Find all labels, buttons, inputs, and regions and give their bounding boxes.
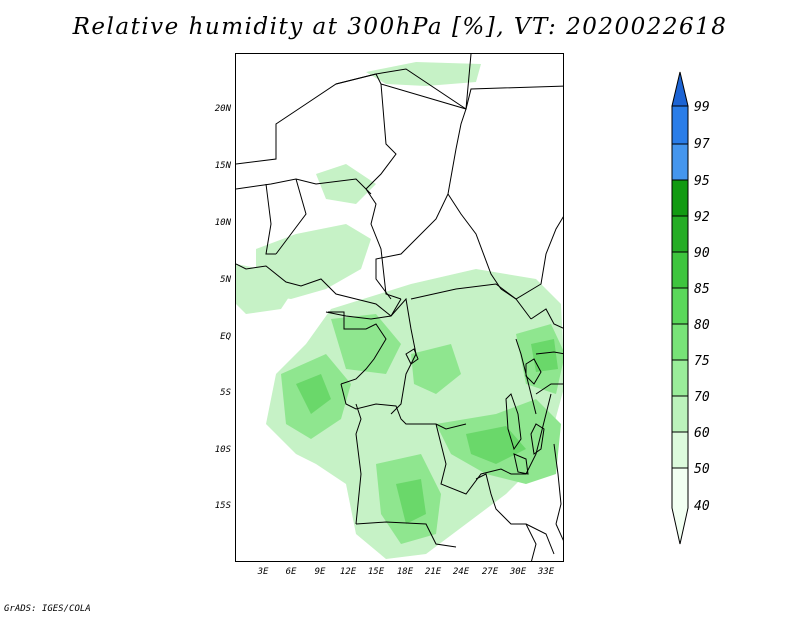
border-line (236, 73, 402, 300)
lake-outline (530, 423, 545, 455)
colorbar-segment-95 (671, 143, 689, 181)
colorbar-top-arrow (671, 71, 689, 107)
colorbar-label-85: 85 (694, 282, 710, 297)
lon-label-27e: 27E (481, 567, 499, 577)
border-line (328, 311, 387, 385)
border-line (335, 54, 472, 110)
grads-credit: GrADS: IGES/COLA (4, 604, 91, 614)
colorbar-segment-50 (671, 431, 689, 469)
border-line (410, 283, 532, 320)
colorbar-label-60: 60 (694, 426, 710, 441)
lat-label-10n: 10N (214, 218, 231, 228)
colorbar-segment-85 (671, 251, 689, 289)
map-title: Relative humidity at 300hPa [%], VT: 202… (72, 14, 728, 40)
colorbar-label-80: 80 (694, 318, 710, 333)
border-line (355, 403, 362, 525)
lake-outline (505, 393, 522, 451)
lon-label-3e: 3E (257, 567, 269, 577)
humidity-shade (396, 479, 426, 524)
lake-outline (405, 348, 419, 365)
lon-label-6e: 6E (285, 567, 297, 577)
border-line (265, 183, 276, 255)
colorbar-label-40: 40 (694, 499, 710, 514)
colorbar-bottom-arrow (671, 467, 689, 545)
lon-label-33e: 33E (537, 567, 555, 577)
lon-label-18e: 18E (396, 567, 414, 577)
lat-label-15s: 15S (214, 501, 231, 511)
colorbar-segment-97 (671, 105, 689, 145)
border-line (325, 298, 402, 320)
colorbar-label-97: 97 (694, 137, 710, 152)
humidity-shade (296, 374, 331, 414)
humidity-shade (316, 164, 376, 204)
colorbar-label-50: 50 (694, 462, 710, 477)
lon-label-30e: 30E (509, 567, 527, 577)
colorbar-segment-70 (671, 359, 689, 397)
lon-label-15e: 15E (367, 567, 385, 577)
lon-label-12e: 12E (339, 567, 357, 577)
border-line (447, 193, 502, 290)
lakes (405, 348, 545, 475)
border-line (530, 308, 563, 329)
colorbar-label-95: 95 (694, 174, 710, 189)
humidity-shading-80 (296, 339, 558, 524)
humidity-shade (366, 62, 481, 86)
lat-label-5s: 5S (220, 388, 231, 398)
lake-outline (513, 453, 529, 475)
colorbar-segment-75 (671, 323, 689, 361)
lake-outline (525, 358, 542, 385)
lon-label-9e: 9E (314, 567, 326, 577)
border-line (435, 423, 512, 495)
border-line (375, 83, 467, 300)
humidity-shade (531, 339, 558, 372)
colorbar-segment-80 (671, 287, 689, 325)
colorbar-label-75: 75 (694, 354, 710, 369)
lat-label-20n: 20N (214, 104, 231, 114)
colorbar-label-92: 92 (694, 210, 710, 225)
colorbar-label-90: 90 (694, 246, 710, 261)
colorbar-label-70: 70 (694, 390, 710, 405)
border-line (475, 473, 537, 561)
lat-label-5n: 5N (220, 275, 231, 285)
border-line (525, 523, 555, 555)
lon-label-24e: 24E (452, 567, 470, 577)
map-frame (235, 53, 564, 562)
humidity-shade (466, 426, 526, 464)
border-line (236, 178, 372, 195)
humidity-shade (236, 264, 291, 314)
colorbar-segment-60 (671, 395, 689, 433)
colorbar-segment-92 (671, 179, 689, 217)
lat-label-eq: EQ (220, 332, 231, 342)
border-line (355, 521, 457, 548)
border-line (511, 393, 552, 475)
lon-label-21e: 21E (424, 567, 442, 577)
colorbar-segment-90 (671, 215, 689, 253)
border-line (275, 178, 307, 255)
lat-label-15n: 15N (214, 161, 231, 171)
border-line (535, 383, 563, 395)
border-line (236, 263, 392, 317)
border-line (535, 351, 563, 355)
border-line (553, 443, 562, 525)
border-line (555, 523, 563, 541)
colorbar (671, 71, 689, 545)
lat-label-10s: 10S (214, 445, 231, 455)
colorbar-label-99: 99 (694, 100, 710, 115)
border-line (465, 85, 563, 110)
humidity-shade (411, 344, 461, 394)
humidity-map (236, 54, 563, 561)
border-line (340, 383, 467, 430)
